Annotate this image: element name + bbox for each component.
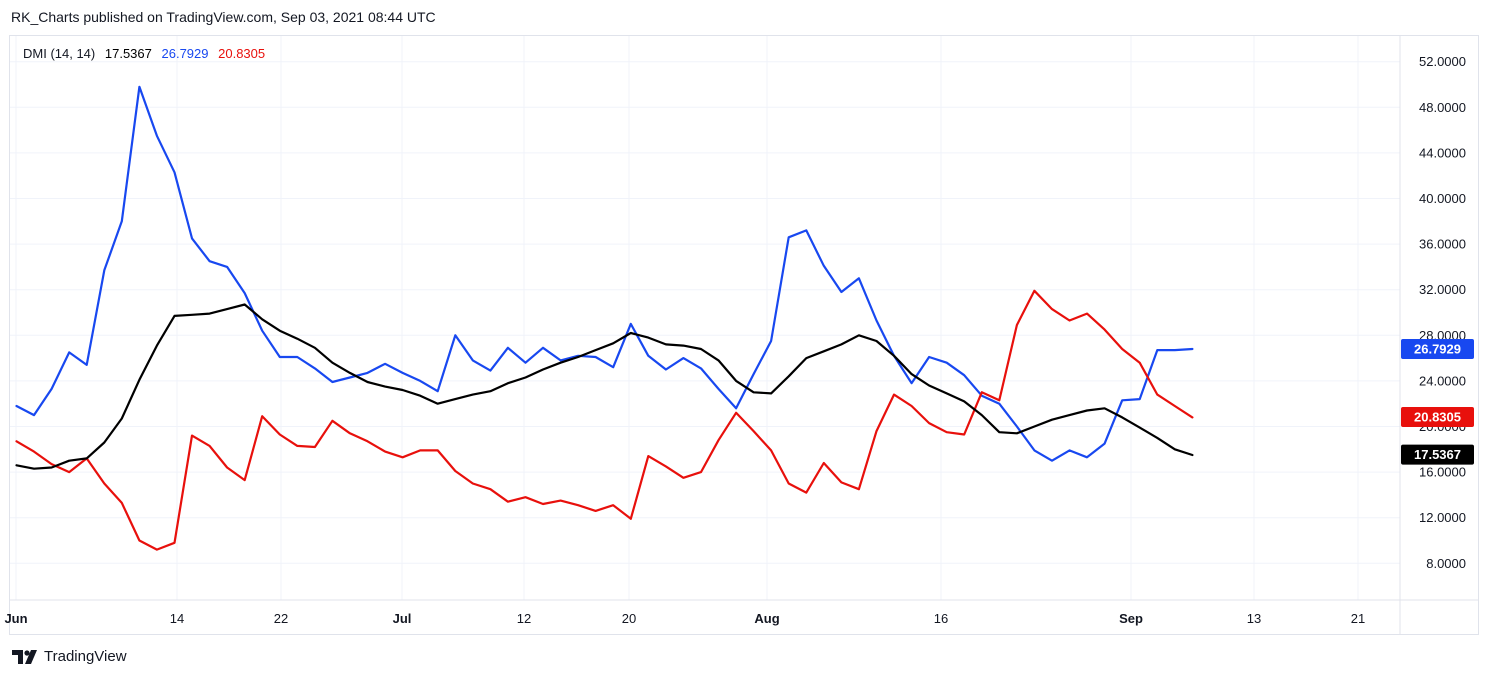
y-tick-label: 40.0000 <box>1419 191 1466 206</box>
footer[interactable]: TradingView <box>12 648 127 665</box>
price-label-bg <box>1401 407 1474 428</box>
x-tick-label: 14 <box>170 611 184 626</box>
legend-adx-value: 17.5367 <box>104 46 152 61</box>
publish-header: RK_Charts published on TradingView.com, … <box>11 9 436 25</box>
legend-minus-di-value: 20.8305 <box>218 46 266 61</box>
y-tick-label: 8.0000 <box>1426 556 1466 571</box>
y-tick-label: 44.0000 <box>1419 145 1466 160</box>
legend-name: DMI (14, 14) <box>23 46 96 61</box>
minus-di-line <box>15 289 1194 551</box>
y-tick-label: 48.0000 <box>1419 100 1466 115</box>
x-tick-label: 16 <box>934 611 948 626</box>
plus-di-price-label: 26.7929 <box>1401 339 1474 360</box>
x-tick-label: Jun <box>4 611 27 626</box>
y-axis: 52.0000 48.0000 44.0000 40.0000 36.0000 32.00… <box>1419 54 1466 571</box>
tradingview-logo-icon <box>12 649 37 664</box>
x-tick-label: 22 <box>274 611 288 626</box>
indicator-legend[interactable]: DMI (14, 14) 17.5367 26.7929 20.8305 <box>23 46 271 61</box>
adx-price-label: 17.5367 <box>1401 444 1474 465</box>
price-label-bg <box>1401 339 1474 360</box>
plus-di-line <box>15 85 1194 462</box>
adx-line <box>15 303 1194 470</box>
x-tick-label: Aug <box>754 611 779 626</box>
y-tick-label: 16.0000 <box>1419 465 1466 480</box>
x-tick-label: 21 <box>1351 611 1365 626</box>
chart-frame <box>9 35 1479 635</box>
price-labels: 26.7929 20.8305 17.5367 <box>1401 339 1474 465</box>
price-label-text: 26.7929 <box>1414 342 1461 357</box>
legend-plus-di-value: 26.7929 <box>161 46 209 61</box>
x-tick-label: Sep <box>1119 611 1143 626</box>
series-lines <box>15 85 1194 551</box>
y-tick-label: 32.0000 <box>1419 282 1466 297</box>
y-tick-label: 28.0000 <box>1419 328 1466 343</box>
minus-di-price-label: 20.8305 <box>1401 407 1474 428</box>
y-tick-label: 52.0000 <box>1419 54 1466 69</box>
tradingview-brand: TradingView <box>44 648 127 665</box>
x-tick-label: 12 <box>517 611 531 626</box>
x-tick-label: 13 <box>1247 611 1261 626</box>
price-label-bg <box>1401 444 1474 465</box>
y-tick-label: 36.0000 <box>1419 237 1466 252</box>
grid-lines <box>10 36 1478 634</box>
price-label-text: 20.8305 <box>1414 410 1461 425</box>
y-tick-label: 12.0000 <box>1419 510 1466 525</box>
price-label-text: 17.5367 <box>1414 447 1461 462</box>
x-axis: Jun 14 22 Jul 12 20 Aug 16 Sep 13 21 <box>4 611 1365 626</box>
x-tick-label: Jul <box>393 611 412 626</box>
y-tick-label: 24.0000 <box>1419 373 1466 388</box>
x-tick-label: 20 <box>622 611 636 626</box>
